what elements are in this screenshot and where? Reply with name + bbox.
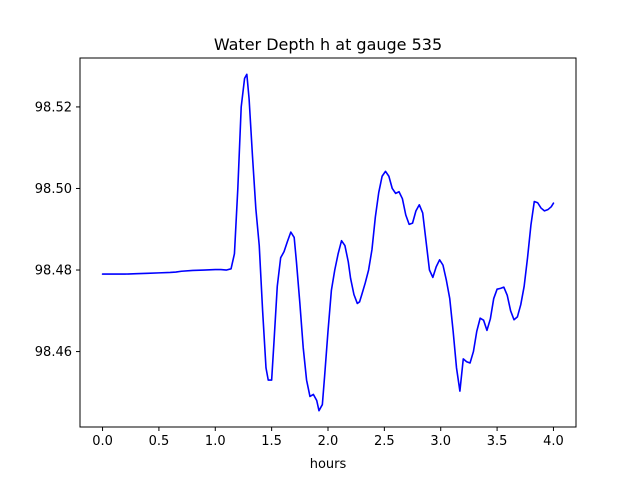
- series-line: [101, 73, 555, 412]
- y-axis-ticks: 98.46 98.48 98.50 98.52: [35, 100, 80, 360]
- chart-title: Water Depth h at gauge 535: [214, 35, 442, 54]
- x-axis-ticks: 0.0 0.5 1.0 1.5 2.0 2.5 3.0 3.5 4.0: [92, 427, 564, 449]
- y-tick-label: 98.48: [35, 264, 72, 279]
- y-tick-label: 98.46: [35, 345, 72, 360]
- x-tick-label: 1.5: [261, 434, 282, 449]
- x-axis-label: hours: [310, 457, 347, 472]
- x-tick-label: 0.5: [149, 434, 170, 449]
- x-tick-label: 3.5: [487, 434, 508, 449]
- series-layer: [101, 73, 555, 412]
- x-tick-label: 1.0: [205, 434, 226, 449]
- y-tick-label: 98.52: [35, 100, 72, 115]
- x-tick-label: 0.0: [92, 434, 113, 449]
- x-tick-label: 2.5: [374, 434, 395, 449]
- x-tick-label: 2.0: [318, 434, 339, 449]
- x-tick-label: 4.0: [543, 434, 564, 449]
- y-tick-label: 98.50: [35, 182, 72, 197]
- x-tick-label: 3.0: [430, 434, 451, 449]
